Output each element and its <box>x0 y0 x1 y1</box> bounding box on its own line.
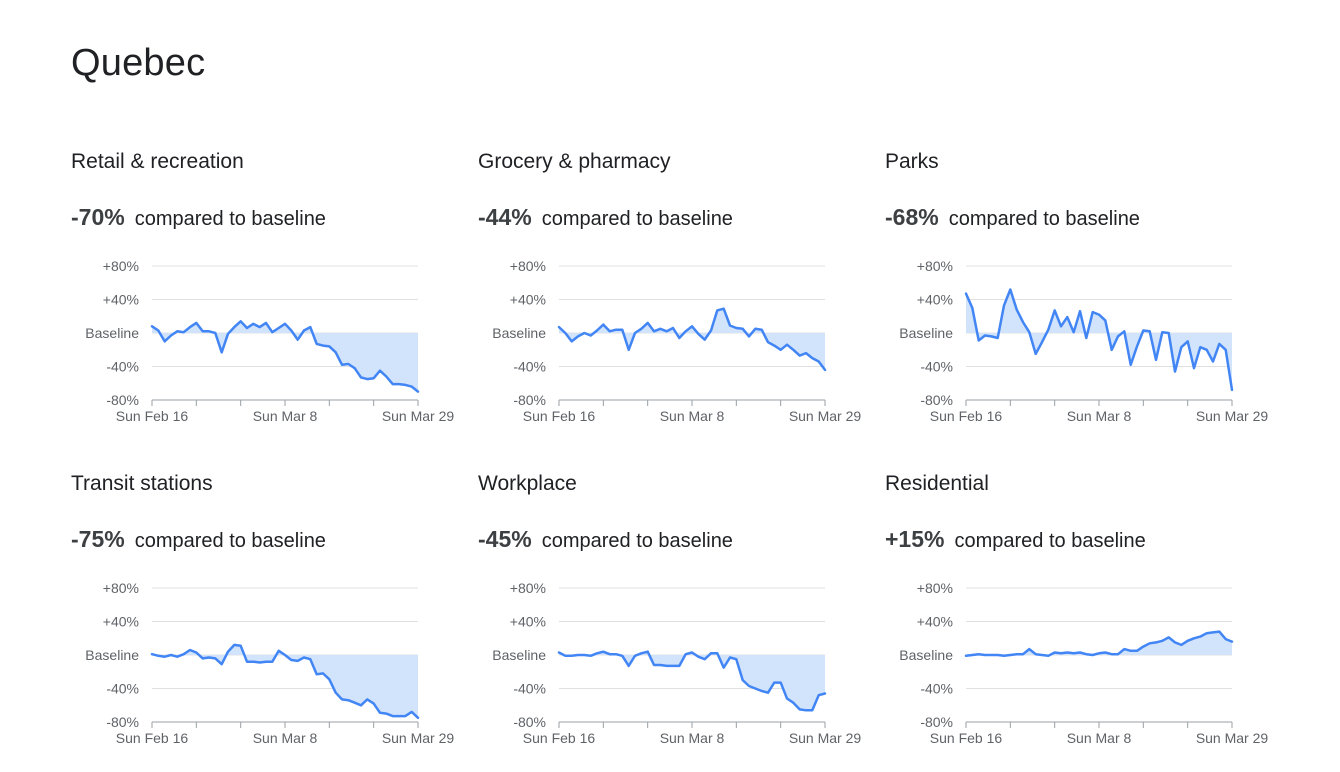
panel-parks: Parks -68% compared to baseline +80% +40% B… <box>885 150 1295 450</box>
panel-retail-recreation: Retail & recreation -70% compared to base… <box>71 150 481 450</box>
y-tick-label: -80% <box>106 392 139 408</box>
x-tick-label: Sun Feb 16 <box>523 408 596 424</box>
baseline-difference-area <box>559 651 825 711</box>
y-tick-label: +80% <box>510 258 546 274</box>
panel-title: Parks <box>885 150 939 173</box>
x-tick-label: Sun Mar 8 <box>660 408 725 424</box>
panel-transit-stations: Transit stations -75% compared to baselin… <box>71 472 481 772</box>
x-tick-label: Sun Mar 29 <box>382 408 455 424</box>
baseline-difference-area <box>152 321 418 392</box>
baseline-difference-area <box>559 308 825 370</box>
y-tick-label: +80% <box>103 258 139 274</box>
series-line <box>150 643 420 720</box>
x-tick-label: Sun Mar 8 <box>253 730 318 746</box>
change-percent: +15% <box>885 526 945 552</box>
baseline-difference-area <box>152 644 418 718</box>
baseline-difference-area <box>966 289 1232 390</box>
y-tick-label: Baseline <box>85 325 139 341</box>
y-tick-label: Baseline <box>492 647 546 663</box>
series-line <box>964 630 1234 658</box>
y-tick-label: +40% <box>917 614 953 630</box>
mobility-chart: +80% +40% Baseline -40% -80%Sun Feb 16 Sun Ma… <box>492 580 862 746</box>
change-percent: -68% <box>885 204 939 230</box>
mobility-chart: +80% +40% Baseline -40% -80%Sun Feb 16 Sun Ma… <box>492 258 862 424</box>
x-tick-label: Sun Feb 16 <box>116 730 189 746</box>
change-caption: compared to baseline <box>541 530 733 552</box>
x-tick-label: Sun Mar 29 <box>1196 408 1269 424</box>
change-percent: -45% <box>478 526 532 552</box>
y-tick-label: +40% <box>510 292 546 308</box>
panel-workplace: Workplace -45% compared to baseline +80% +… <box>478 472 888 772</box>
y-tick-label: -80% <box>920 392 953 408</box>
y-tick-label: +80% <box>510 580 546 596</box>
x-tick-label: Sun Mar 8 <box>1067 408 1132 424</box>
y-tick-label: Baseline <box>899 647 953 663</box>
change-summary: +15% compared to baseline <box>885 526 1146 553</box>
y-tick-label: -40% <box>920 359 953 375</box>
y-tick-label: +40% <box>103 614 139 630</box>
series-line <box>557 307 827 372</box>
panel-title: Transit stations <box>71 472 213 495</box>
change-percent: -44% <box>478 204 532 230</box>
x-tick-label: Sun Mar 29 <box>1196 730 1269 746</box>
y-tick-label: +40% <box>510 614 546 630</box>
x-tick-label: Sun Mar 8 <box>253 408 318 424</box>
y-tick-label: Baseline <box>492 325 546 341</box>
y-tick-label: -80% <box>513 392 546 408</box>
y-tick-label: +40% <box>103 292 139 308</box>
change-percent: -70% <box>71 204 125 230</box>
x-tick-label: Sun Feb 16 <box>930 408 1003 424</box>
y-tick-label: +80% <box>917 258 953 274</box>
y-tick-label: -40% <box>513 681 546 697</box>
x-tick-label: Sun Feb 16 <box>523 730 596 746</box>
y-tick-label: +80% <box>917 580 953 596</box>
x-tick-label: Sun Feb 16 <box>930 730 1003 746</box>
change-summary: -68% compared to baseline <box>885 204 1140 231</box>
panel-grocery-pharmacy: Grocery & pharmacy -44% compared to basel… <box>478 150 888 450</box>
series-line <box>150 320 420 393</box>
page-title: Quebec <box>71 42 206 84</box>
x-tick-label: Sun Feb 16 <box>116 408 189 424</box>
y-tick-label: -40% <box>106 359 139 375</box>
series-line <box>557 650 827 712</box>
y-tick-label: -40% <box>106 681 139 697</box>
mobility-chart: +80% +40% Baseline -40% -80%Sun Feb 16 Sun Ma… <box>85 258 455 424</box>
series-line <box>964 288 1234 392</box>
panel-title: Grocery & pharmacy <box>478 150 671 173</box>
change-caption: compared to baseline <box>134 208 326 230</box>
x-tick-label: Sun Mar 29 <box>789 730 862 746</box>
panel-title: Workplace <box>478 472 577 495</box>
panel-title: Residential <box>885 472 989 495</box>
y-tick-label: -80% <box>513 714 546 730</box>
change-caption: compared to baseline <box>954 530 1146 552</box>
y-tick-label: -80% <box>920 714 953 730</box>
change-percent: -75% <box>71 526 125 552</box>
change-summary: -70% compared to baseline <box>71 204 326 231</box>
baseline-difference-area <box>966 631 1232 656</box>
change-summary: -45% compared to baseline <box>478 526 733 553</box>
x-tick-label: Sun Mar 29 <box>382 730 455 746</box>
mobility-chart: +80% +40% Baseline -40% -80%Sun Feb 16 Sun Ma… <box>899 580 1269 746</box>
x-tick-label: Sun Mar 8 <box>660 730 725 746</box>
x-tick-label: Sun Mar 29 <box>789 408 862 424</box>
y-tick-label: -40% <box>920 681 953 697</box>
y-tick-label: Baseline <box>899 325 953 341</box>
y-tick-label: Baseline <box>85 647 139 663</box>
change-summary: -44% compared to baseline <box>478 204 733 231</box>
change-caption: compared to baseline <box>948 208 1140 230</box>
x-tick-label: Sun Mar 8 <box>1067 730 1132 746</box>
y-tick-label: -80% <box>106 714 139 730</box>
panel-title: Retail & recreation <box>71 150 244 173</box>
y-tick-label: +40% <box>917 292 953 308</box>
panel-residential: Residential +15% compared to baseline +80… <box>885 472 1295 772</box>
mobility-chart: +80% +40% Baseline -40% -80%Sun Feb 16 Sun Ma… <box>899 258 1269 424</box>
change-summary: -75% compared to baseline <box>71 526 326 553</box>
change-caption: compared to baseline <box>541 208 733 230</box>
y-tick-label: +80% <box>103 580 139 596</box>
mobility-chart: +80% +40% Baseline -40% -80%Sun Feb 16 Sun Ma… <box>85 580 455 746</box>
y-tick-label: -40% <box>513 359 546 375</box>
change-caption: compared to baseline <box>134 530 326 552</box>
